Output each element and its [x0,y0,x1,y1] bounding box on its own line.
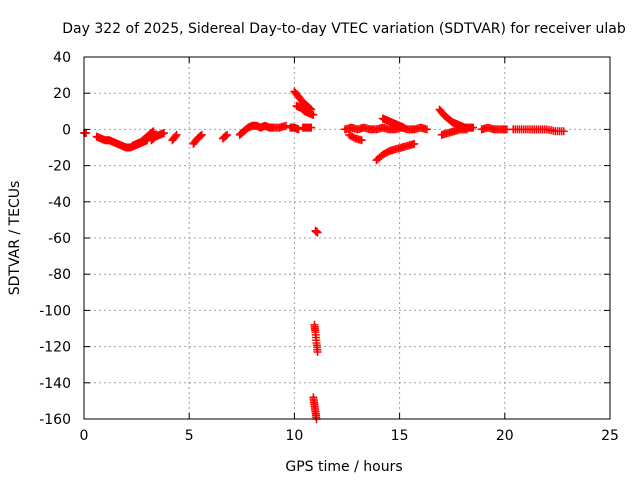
data-segment [147,129,168,145]
data-points [80,87,568,423]
data-point [148,128,157,137]
data-segment [310,320,322,357]
data-segment [292,101,318,119]
data-point [171,132,180,141]
y-tick-label: 20 [53,86,71,102]
data-segment [80,129,91,138]
data-point [197,130,206,139]
y-tick-label: -160 [39,412,71,428]
data-segment [340,123,431,134]
grid [84,57,610,419]
data-segment [311,226,322,237]
data-point [399,123,408,132]
data-segment [372,139,419,165]
plot-frame [83,56,611,420]
chart-title: Day 322 of 2025, Sidereal Day-to-day VTE… [62,21,626,37]
data-point [462,125,471,134]
data-segment [286,123,303,134]
data-point [357,136,366,145]
data-point [82,129,91,138]
data-segment [128,127,158,150]
data-point [172,130,181,139]
data-point [294,125,303,134]
data-point [422,125,431,134]
y-axis-label: SDTVAR / TECUs [7,181,23,296]
y-tick-label: -60 [48,231,71,247]
data-segment [509,125,568,136]
x-tick-label: 25 [601,428,619,444]
x-tick-label: 20 [496,428,514,444]
y-tick-label: 40 [53,50,71,66]
data-segment [437,125,471,139]
y-tick-label: -140 [39,376,71,392]
y-tick-label: -80 [48,267,71,283]
data-segment [378,114,408,132]
data-point [307,123,316,132]
data-segment [298,123,316,132]
data-segment [218,130,232,143]
x-tick-label: 5 [185,428,194,444]
data-segment [345,130,366,145]
data-point [149,127,158,136]
x-tick-label: 10 [285,428,303,444]
data-point [222,131,231,140]
data-point [309,110,318,119]
y-tick-label: -40 [48,195,71,211]
x-axis-label: GPS time / hours [285,459,402,475]
x-tick-label: 0 [80,428,89,444]
data-segment [309,393,321,423]
data-segment [189,130,206,148]
data-segment [477,123,511,134]
data-point [559,127,568,136]
y-tick-label: -20 [48,159,71,175]
y-tick-label: -100 [39,303,71,319]
data-point [281,121,290,130]
data-point [313,348,322,357]
data-point [159,129,168,138]
axis-ticks: 0 5 10 15 20 25 40 20 0 -20 -40 -60 -80 -100 -120 -140 -… [39,50,619,444]
data-point [223,130,232,139]
data-point [196,131,205,140]
data-segment [235,121,290,139]
y-tick-label: -120 [39,340,71,356]
data-point [313,228,322,237]
y-tick-label: 0 [62,122,71,138]
data-segment [168,130,181,145]
x-tick-label: 15 [391,428,409,444]
data-point [410,139,419,148]
data-point [469,123,478,132]
